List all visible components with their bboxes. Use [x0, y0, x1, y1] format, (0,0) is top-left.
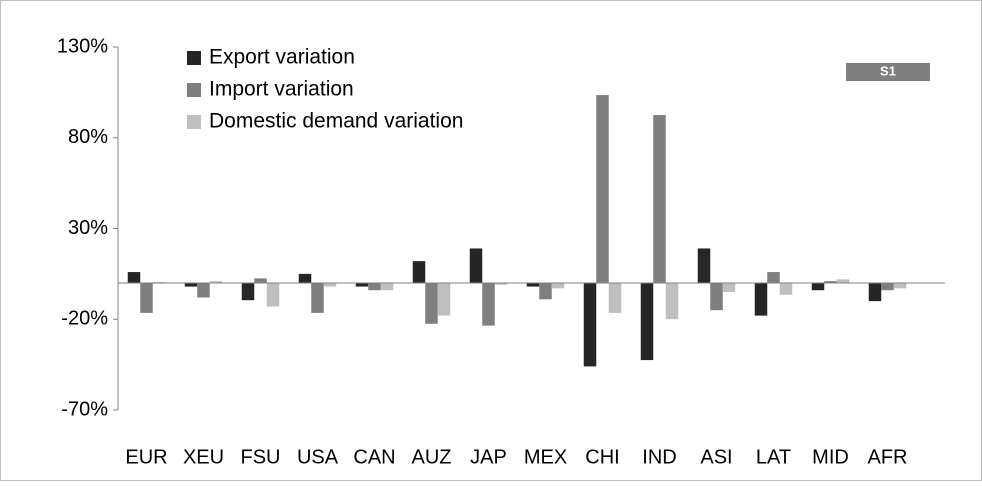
bar [539, 282, 552, 300]
bar [526, 282, 540, 287]
x-tick-label: LAT [756, 446, 791, 468]
bar [197, 282, 210, 298]
y-tick-label: 80% [68, 126, 108, 148]
bar [551, 282, 565, 289]
bar [425, 282, 438, 324]
bar [583, 282, 597, 367]
bar [824, 281, 837, 283]
bar [266, 282, 280, 307]
bar [710, 282, 723, 311]
x-tick-label: EUR [125, 446, 167, 468]
bar [868, 282, 882, 302]
bar [754, 282, 768, 316]
y-tick-label: 30% [68, 217, 108, 239]
bar [494, 282, 508, 285]
bar [140, 282, 153, 313]
legend-label: Import variation [209, 78, 354, 101]
legend-label: Domestic demand variation [209, 110, 463, 133]
bar [380, 282, 394, 291]
bar [209, 281, 223, 283]
y-tick-label: -20% [61, 308, 108, 330]
bar [254, 278, 267, 283]
scenario-badge-label: S1 [880, 63, 896, 78]
x-tick-label: JAP [470, 446, 507, 468]
bar [893, 282, 907, 289]
bar [722, 282, 736, 293]
bar [368, 282, 381, 291]
bar [437, 282, 451, 316]
x-tick-label: CHI [585, 446, 619, 468]
legend-swatch [187, 115, 201, 129]
bar [836, 279, 850, 283]
y-tick-label: -70% [61, 398, 108, 420]
legend-swatch [187, 83, 201, 97]
x-tick-label: AUZ [412, 446, 452, 468]
bar [697, 248, 711, 283]
bar [412, 261, 426, 283]
bar [596, 95, 609, 283]
bar [640, 282, 654, 361]
bar [482, 282, 495, 326]
x-tick-label: IND [642, 446, 676, 468]
bar [811, 282, 825, 291]
bar [767, 272, 780, 283]
bar [127, 272, 141, 283]
bar [184, 282, 198, 287]
bar [608, 282, 622, 313]
x-tick-label: AFR [868, 446, 908, 468]
x-tick-label: XEU [183, 446, 224, 468]
bar [665, 282, 679, 320]
bar [469, 248, 483, 283]
legend-swatch [187, 51, 201, 65]
bar [355, 282, 369, 287]
bar [241, 282, 255, 301]
bar [323, 282, 337, 287]
bar [779, 282, 793, 295]
x-tick-label: MID [812, 446, 849, 468]
x-tick-label: MEX [524, 446, 567, 468]
bar [653, 115, 666, 283]
x-tick-label: ASI [700, 446, 732, 468]
x-tick-label: FSU [241, 446, 281, 468]
scenario-badge [846, 63, 930, 81]
bar [298, 273, 312, 283]
bar [881, 282, 894, 291]
x-tick-label: USA [297, 446, 339, 468]
x-tick-label: CAN [353, 446, 395, 468]
bar [311, 282, 324, 313]
y-tick-label: 130% [57, 35, 108, 57]
legend-label: Export variation [209, 46, 355, 69]
